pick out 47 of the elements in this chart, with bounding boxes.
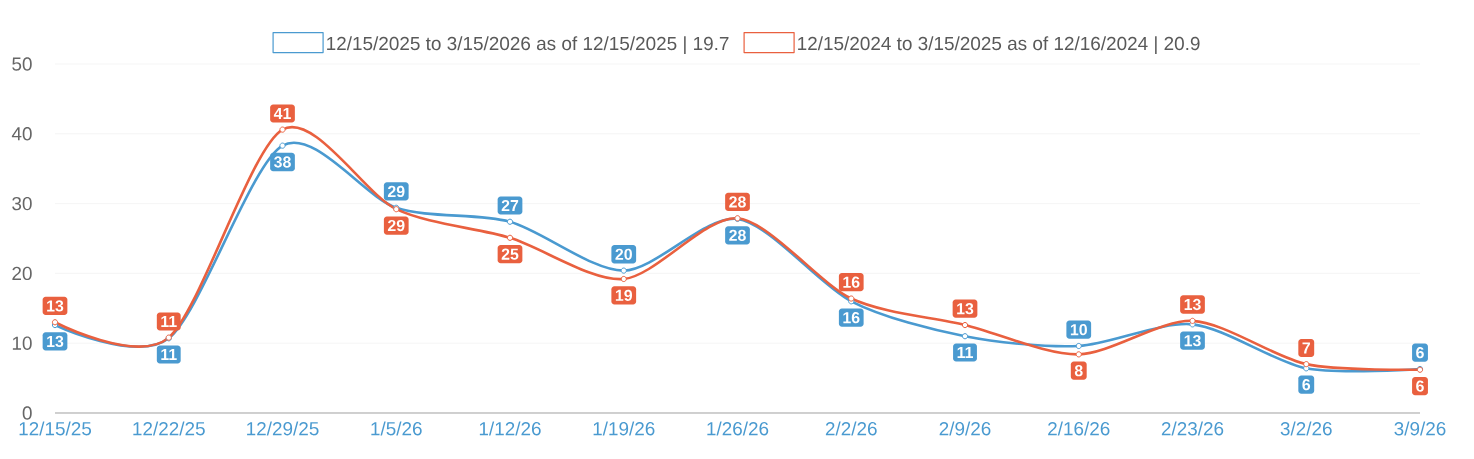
x-tick-label: 12/29/25	[247, 421, 319, 436]
data-label: 20	[615, 248, 632, 260]
data-label: 13	[1184, 335, 1201, 347]
data-label: 13	[1184, 298, 1201, 311]
data-label: 11	[957, 346, 973, 358]
data-label: 6	[1416, 380, 1424, 392]
data-label: 41	[273, 107, 291, 119]
data-label: 7	[1302, 342, 1310, 354]
y-tick-label: 30	[12, 196, 32, 211]
x-tick-label: 1/26/26	[707, 421, 769, 436]
data-label: 28	[729, 196, 746, 208]
data-label: 6	[1302, 379, 1311, 391]
x-tick-label: 12/22/25	[133, 421, 205, 436]
x-tick-label: 3/9/26	[1394, 421, 1446, 436]
y-tick-label: 10	[12, 336, 32, 350]
x-tick-label: 2/9/26	[939, 421, 991, 436]
data-label: 19	[615, 289, 633, 301]
x-tick-label: 2/2/26	[825, 421, 877, 436]
x-tick-label: 1/12/26	[479, 421, 541, 436]
x-tick-label: 1/5/26	[371, 421, 422, 436]
x-tick-label: 12/15/25	[19, 421, 92, 436]
x-tick-label: 3/2/26	[1280, 421, 1332, 436]
legend-label: 12/15/2024 to 3/15/2025 as of 12/16/2024 | 20.9	[798, 36, 1200, 55]
data-label: 28	[729, 229, 746, 241]
data-label: 25	[501, 248, 519, 260]
x-tick-label: 2/23/26	[1161, 421, 1224, 436]
data-label: 29	[387, 219, 405, 232]
data-label: 29	[387, 185, 405, 198]
data-label: 13	[47, 335, 64, 348]
data-label: 10	[1070, 324, 1087, 336]
data-label: 8	[1074, 365, 1083, 377]
data-label: 13	[47, 300, 64, 312]
legend-label: 12/15/2025 to 3/15/2026 as of 12/15/2025 | 19.7	[327, 36, 729, 55]
data-label: 27	[501, 199, 519, 212]
data-label: 11	[161, 349, 177, 360]
x-tick-label: 2/16/26	[1048, 421, 1110, 436]
data-label: 16	[843, 276, 860, 288]
y-tick-label: 20	[12, 266, 32, 281]
y-tick-label: 40	[11, 127, 32, 141]
y-tick-label: 50	[12, 57, 32, 71]
data-label: 38	[273, 156, 291, 168]
data-label: 13	[957, 303, 974, 315]
data-label: 16	[843, 312, 860, 324]
data-label: 6	[1416, 347, 1424, 359]
x-tick-label: 1/19/26	[593, 421, 655, 436]
y-tick-label: 0	[22, 406, 32, 420]
data-label: 11	[161, 315, 177, 327]
